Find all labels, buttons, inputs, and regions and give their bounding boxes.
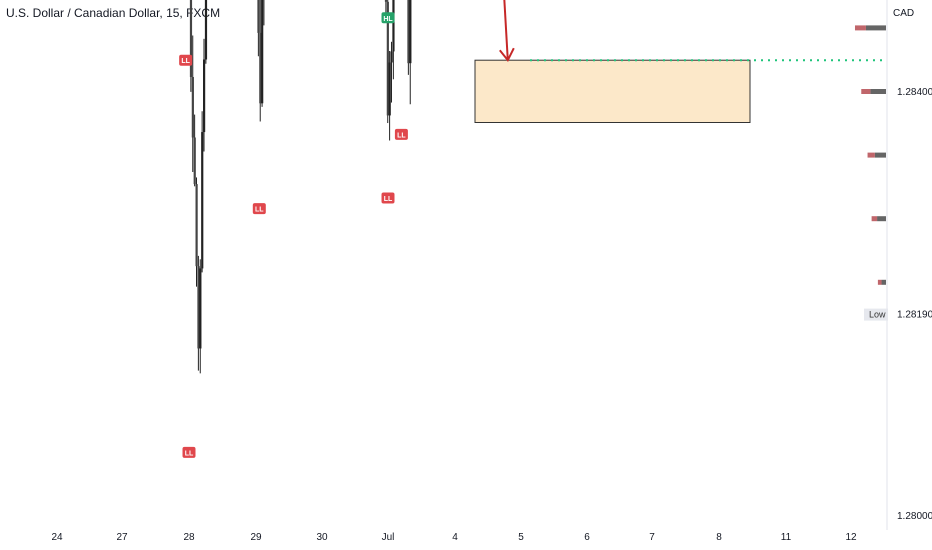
pivot-label-text: LL [181, 58, 190, 65]
volume-bar-down [861, 89, 871, 94]
time-tick-label: 24 [51, 532, 63, 543]
pivot-label-box [381, 192, 395, 204]
pivot-label-text: LL [185, 450, 194, 457]
volume-bar-up [865, 25, 886, 31]
volume-bar-up [874, 152, 886, 158]
candle-body [189, 0, 193, 77]
candle-body [261, 0, 264, 104]
candle-body [392, 0, 395, 52]
candle-body [204, 0, 208, 60]
low-tag-box [864, 308, 888, 321]
time-tick-label: 29 [250, 532, 262, 543]
volume-bar-down [871, 216, 878, 222]
volume-bar-down [877, 279, 882, 285]
time-tick-label: 8 [716, 532, 722, 543]
volume-bar-down [867, 152, 875, 158]
pivot-labels: HHLHLHLHHHHHHHHLLLLLLLLLLLLHLLLHHHLLLLLL… [179, 12, 408, 458]
pivot-label-box [381, 12, 395, 24]
pivot-label-text: LL [397, 132, 406, 139]
volume-profile [854, 25, 886, 285]
volume-bar-down [854, 25, 866, 31]
candle-body [390, 51, 393, 63]
pivot-label-text: HL [383, 16, 393, 23]
pivot-label-box [394, 128, 408, 140]
candle-body [407, 0, 410, 64]
target-zone [474, 59, 751, 123]
candle-body [191, 76, 194, 138]
candle-body [203, 59, 206, 133]
time-tick-label: 30 [316, 532, 328, 543]
candle-body [388, 62, 391, 116]
candle-body [386, 1, 389, 116]
price-tick-label: 1.28400 [897, 87, 932, 98]
chart-title: U.S. Dollar / Canadian Dollar, 15, FXCM [6, 6, 221, 20]
pivot-label-box [252, 203, 266, 215]
time-tick-label: 12 [845, 532, 857, 543]
pivot-label-text: LL [384, 196, 393, 203]
projection-path [503, 0, 509, 61]
pivot-label-box [182, 446, 196, 458]
currency-label: CAD [893, 8, 915, 19]
time-tick-label: 5 [518, 532, 524, 543]
candle-body [201, 132, 204, 269]
volume-bar-up [881, 279, 886, 285]
price-axis: 1.280001.284001.286001.288001.290001.292… [864, 0, 932, 530]
pivot-label-text: LL [255, 207, 264, 214]
candle-body [195, 184, 198, 267]
time-tick-label: 4 [452, 532, 458, 543]
volume-bar-up [870, 89, 886, 94]
time-tick-label: Jul [382, 532, 395, 543]
projection-arrow-head [499, 47, 515, 63]
low-value: 1.28190 [897, 310, 932, 321]
candles-layer [189, 0, 412, 374]
candle-body [259, 32, 262, 104]
time-tick-label: 27 [116, 532, 128, 543]
candle-body [257, 0, 260, 33]
time-tick-label: 7 [649, 532, 655, 543]
zones-layer [474, 59, 751, 123]
time-tick-label: 6 [584, 532, 590, 543]
time-tick-label: 11 [781, 532, 792, 543]
low-tag-label: Low [869, 310, 886, 320]
volume-bar-up [877, 216, 886, 222]
price-tick-label: 1.28000 [897, 511, 932, 522]
candle-body [197, 266, 200, 349]
time-tick-label: 28 [183, 532, 195, 543]
pivot-label-box [179, 54, 193, 66]
candle-body [409, 0, 412, 64]
lines-layer: Stop Lose 1.30000 [499, 0, 886, 63]
candle-body [199, 268, 202, 349]
candle-body [384, 0, 388, 2]
time-axis: 24 27 28 29 30 Jul 4 5 6 7 8 11 12 [51, 532, 857, 543]
candle-body [193, 137, 196, 185]
